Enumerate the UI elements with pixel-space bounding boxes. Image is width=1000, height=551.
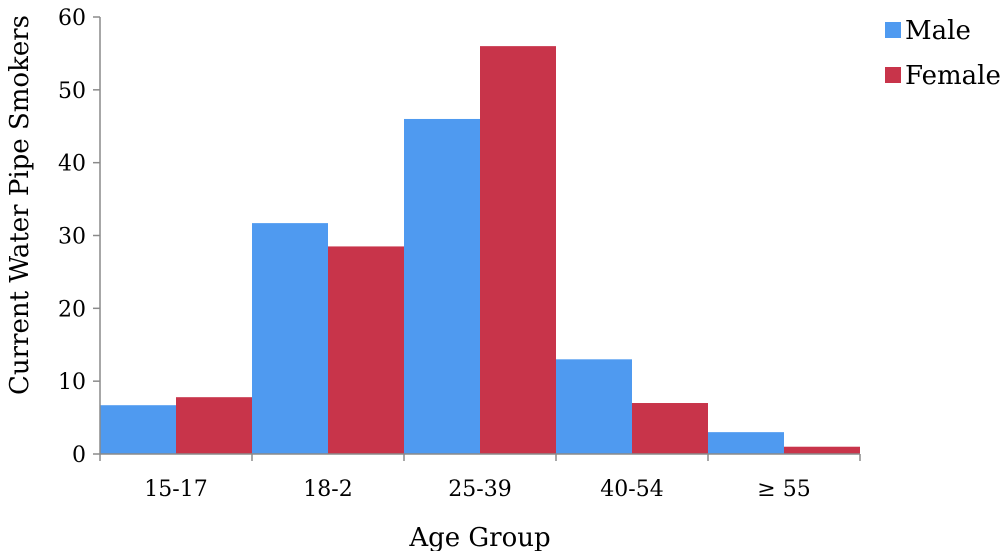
- y-tick-label-4: 40: [58, 152, 86, 177]
- y-tick-label-1: 10: [58, 370, 86, 395]
- x-tick-label-0: 15-17: [144, 477, 207, 502]
- bar-male-3: [556, 359, 632, 454]
- legend: Male Female: [885, 16, 1000, 91]
- y-tick-label-2: 20: [58, 297, 86, 322]
- x-tick-label-4: ≥ 55: [757, 477, 810, 502]
- y-tick-label-5: 50: [58, 79, 86, 104]
- bar-male-1: [252, 223, 328, 454]
- x-ticks: 15-17 18-2 25-39 40-54 ≥ 55: [99, 454, 861, 502]
- x-tick-label-1: 18-2: [303, 477, 352, 502]
- legend-label-male: Male: [905, 16, 971, 46]
- legend-swatch-female: [885, 67, 901, 83]
- y-ticks: 0 10 20 30 40 50 60: [58, 6, 100, 468]
- bar-female-1: [328, 246, 404, 454]
- bar-female-3: [632, 403, 708, 454]
- bar-female-4: [784, 446, 860, 454]
- x-axis-title: Age Group: [408, 523, 550, 551]
- bar-female-2: [480, 46, 556, 455]
- y-tick-label-6: 60: [58, 6, 86, 31]
- y-tick-label-0: 0: [72, 443, 86, 468]
- y-axis-title: Current Water Pipe Smokers: [5, 15, 35, 395]
- y-tick-label-3: 30: [58, 225, 86, 250]
- bar-male-2: [404, 118, 480, 454]
- bar-male-0: [100, 405, 176, 454]
- bar-male-4: [708, 432, 784, 454]
- x-tick-label-3: 40-54: [600, 477, 663, 502]
- legend-label-female: Female: [905, 61, 1000, 91]
- bar-female-0: [176, 397, 252, 454]
- legend-swatch-male: [885, 22, 901, 38]
- bars-group: [100, 46, 860, 455]
- x-tick-label-2: 25-39: [448, 477, 511, 502]
